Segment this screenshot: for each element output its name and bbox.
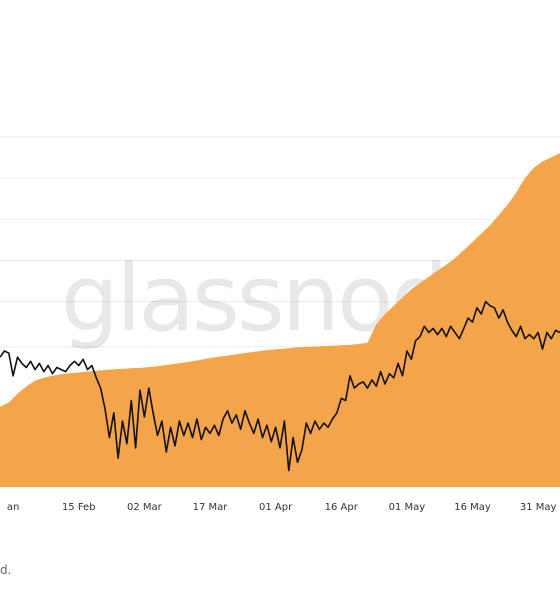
x-tick-label: 31 May <box>520 502 557 513</box>
area-series <box>0 153 560 488</box>
x-tick-label: 16 May <box>454 502 491 513</box>
area-series-fill <box>0 153 560 488</box>
x-tick-label: 16 Apr <box>325 502 359 513</box>
price-series-line <box>0 300 560 472</box>
footnote: d. <box>0 563 12 577</box>
x-tick-label: 01 May <box>389 502 426 513</box>
price-series <box>0 300 560 472</box>
x-axis: an 15 Feb 02 Mar 17 Mar 01 Apr 16 Apr 01 May 16… <box>7 502 557 513</box>
x-tick-label: an <box>7 502 19 513</box>
x-tick-label: 02 Mar <box>127 502 163 513</box>
x-tick-label: 01 Apr <box>259 502 293 513</box>
x-tick-label: 15 Feb <box>62 502 96 513</box>
x-tick-label: 17 Mar <box>193 502 229 513</box>
